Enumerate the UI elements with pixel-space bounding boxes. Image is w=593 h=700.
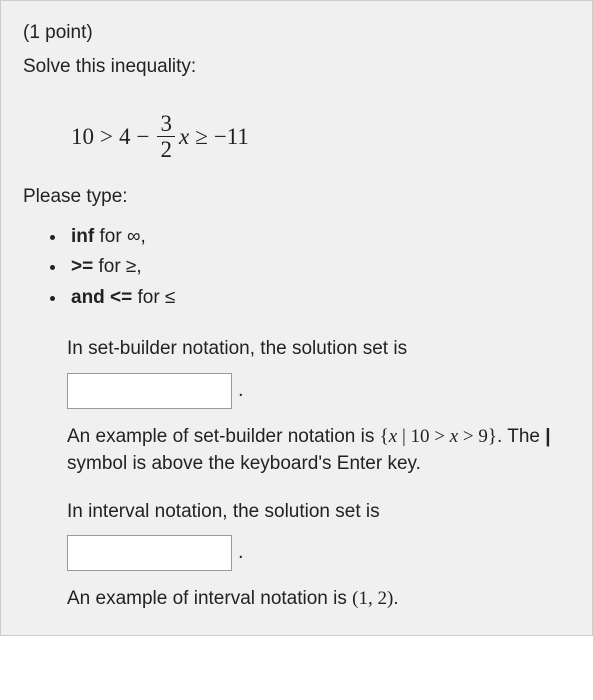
ineq-var: x bbox=[179, 120, 189, 153]
ineq-ge: ≥ bbox=[195, 120, 208, 153]
points-label: (1 point) bbox=[23, 19, 570, 47]
sb-ex-post: symbol is above the keyboard's Enter key… bbox=[67, 453, 421, 474]
frac-numerator: 3 bbox=[157, 112, 175, 137]
hint-item-ge: >= for ≥, bbox=[67, 253, 570, 281]
int-ex-math: (1, 2) bbox=[352, 588, 393, 609]
setbuilder-section: In set-builder notation, the solution se… bbox=[23, 335, 570, 478]
ineq-minus: − bbox=[136, 120, 149, 153]
sb-ex-math: {x | 10 > x > 9} bbox=[380, 426, 497, 447]
interval-period: . bbox=[238, 538, 244, 571]
sb-ex-pre: An example of set-builder notation is bbox=[67, 426, 380, 447]
frac-denominator: 2 bbox=[157, 137, 175, 161]
hint-item-inf: inf for ∞, bbox=[67, 223, 570, 251]
ineq-right: −11 bbox=[214, 120, 249, 153]
interval-example: An example of interval notation is (1, 2… bbox=[67, 585, 570, 613]
sb-ex-bar: | bbox=[545, 426, 550, 447]
setbuilder-example: An example of set-builder notation is {x… bbox=[67, 423, 570, 478]
interval-lead: In interval notation, the solution set i… bbox=[67, 498, 570, 526]
int-ex-post: . bbox=[393, 588, 398, 609]
question-card: (1 point) Solve this inequality: 10 > 4 … bbox=[0, 0, 593, 636]
ineq-mid-a: 4 bbox=[119, 120, 131, 153]
setbuilder-lead: In set-builder notation, the solution se… bbox=[67, 335, 570, 363]
hint-rest: for ≥, bbox=[93, 256, 141, 277]
hint-item-le: and <= for ≤ bbox=[67, 284, 570, 312]
hint-rest: for ≤ bbox=[132, 287, 175, 308]
question-prompt: Solve this inequality: bbox=[23, 53, 570, 81]
sb-ex-mid: . The bbox=[497, 426, 545, 447]
ineq-gt: > bbox=[100, 120, 113, 153]
hints-intro: Please type: bbox=[23, 183, 570, 211]
hint-bold: and <= bbox=[71, 287, 132, 308]
ineq-fraction: 3 2 bbox=[157, 112, 175, 161]
inequality-display: 10 > 4 − 3 2 x ≥ −11 bbox=[23, 98, 570, 183]
interval-input[interactable] bbox=[67, 535, 232, 571]
hint-bold: inf bbox=[71, 226, 94, 247]
setbuilder-period: . bbox=[238, 376, 244, 409]
interval-section: In interval notation, the solution set i… bbox=[23, 498, 570, 613]
hints-list: inf for ∞, >= for ≥, and <= for ≤ bbox=[23, 223, 570, 312]
hint-bold: >= bbox=[71, 256, 93, 277]
setbuilder-input[interactable] bbox=[67, 373, 232, 409]
hint-rest: for ∞, bbox=[94, 226, 146, 247]
int-ex-pre: An example of interval notation is bbox=[67, 588, 352, 609]
ineq-left: 10 bbox=[71, 120, 94, 153]
